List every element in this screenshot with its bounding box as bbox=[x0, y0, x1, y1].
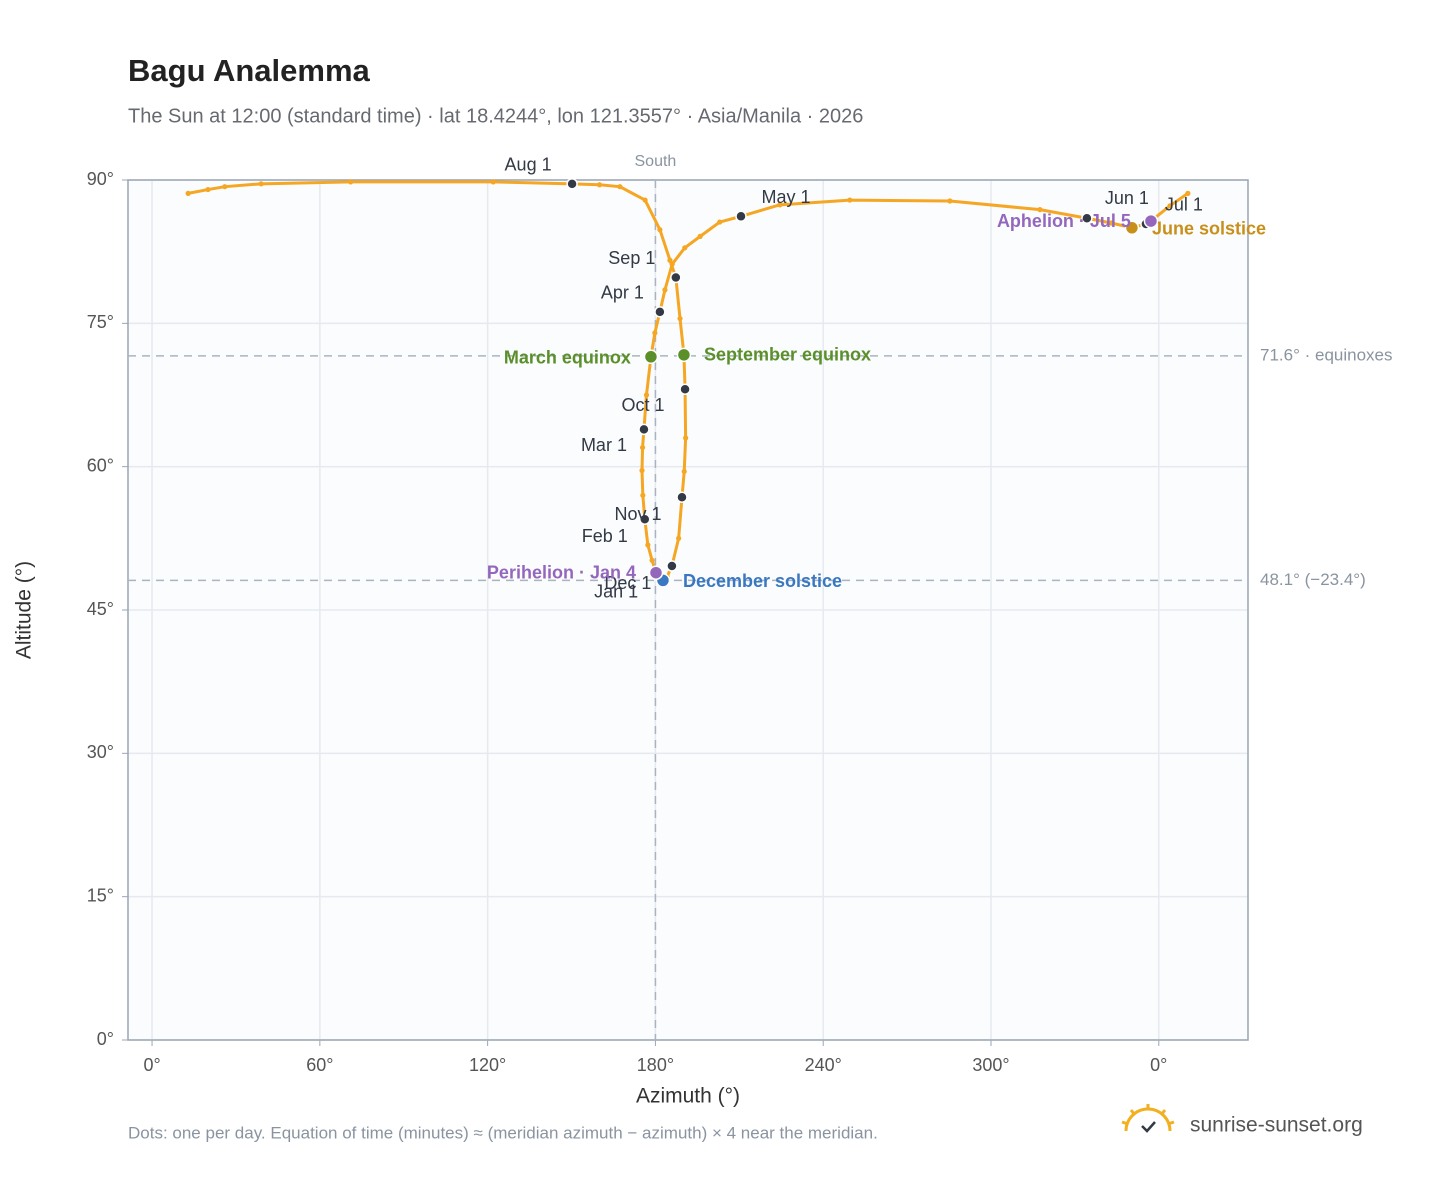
month-label: Feb 1 bbox=[582, 526, 628, 546]
month-dot bbox=[676, 491, 688, 503]
daily-dot bbox=[667, 257, 673, 263]
brand: sunrise-sunset.org bbox=[1190, 1114, 1363, 1137]
month-label: Aug 1 bbox=[505, 155, 552, 175]
daily-dot bbox=[669, 261, 675, 267]
event-dot bbox=[1143, 213, 1159, 229]
month-dot bbox=[639, 513, 651, 525]
daily-dot bbox=[662, 287, 668, 293]
month-label: May 1 bbox=[761, 187, 810, 207]
month-label: Jul 1 bbox=[1165, 195, 1203, 215]
x-tick-label: 180° bbox=[637, 1055, 674, 1075]
daily-dot bbox=[677, 315, 683, 322]
month-label: Dec 1 bbox=[604, 573, 651, 593]
daily-dot bbox=[642, 197, 648, 203]
event-label: Perihelion · Jan 4 bbox=[487, 562, 636, 582]
daily-dot bbox=[1108, 220, 1114, 226]
event-label: Aphelion · Jul 5 bbox=[997, 211, 1131, 231]
daily-dot bbox=[681, 468, 687, 475]
daily-dot bbox=[683, 435, 689, 441]
daily-dot bbox=[185, 190, 191, 196]
daily-dot bbox=[643, 392, 650, 398]
daily-dot bbox=[847, 197, 853, 203]
analemma-path bbox=[187, 180, 688, 582]
brand-logo bbox=[1121, 1104, 1175, 1133]
daily-dot bbox=[490, 179, 496, 185]
reference-label: South bbox=[635, 153, 677, 170]
x-tick-label: 60° bbox=[306, 1055, 333, 1075]
x-axis-label: Azimuth (°) bbox=[636, 1085, 740, 1108]
event-dot bbox=[648, 565, 664, 580]
x-tick-label: 0° bbox=[1150, 1055, 1167, 1075]
daily-dot bbox=[205, 186, 211, 193]
event-label: December solstice bbox=[683, 571, 842, 591]
y-axis-label: Altitude (°) bbox=[13, 561, 36, 659]
event-dot bbox=[676, 347, 692, 363]
daily-dot bbox=[258, 181, 264, 187]
month-label: Jan 1 bbox=[594, 581, 638, 601]
daily-dot bbox=[640, 492, 646, 498]
month-dot bbox=[566, 178, 578, 190]
daily-dot bbox=[777, 202, 783, 208]
y-tick-label: 75° bbox=[87, 312, 114, 332]
month-label: Mar 1 bbox=[581, 435, 627, 455]
analemma-path bbox=[640, 192, 1189, 577]
month-label: Sep 1 bbox=[608, 248, 655, 268]
chart-subtitle: The Sun at 12:00 (standard time) · lat 1… bbox=[128, 105, 863, 127]
daily-dot bbox=[717, 219, 723, 225]
daily-dot bbox=[348, 179, 354, 185]
daily-dot bbox=[697, 233, 703, 239]
daily-dot bbox=[645, 542, 651, 548]
reference-label: 71.6° · equinoxes bbox=[1260, 345, 1393, 364]
y-tick-label: 15° bbox=[87, 885, 114, 905]
daily-dot bbox=[652, 330, 658, 336]
daily-dot bbox=[682, 245, 688, 251]
chart-title: Bagu Analemma bbox=[128, 53, 371, 88]
daily-dot bbox=[676, 535, 682, 541]
month-dot bbox=[666, 560, 678, 572]
y-tick-label: 30° bbox=[87, 742, 114, 762]
month-dot bbox=[654, 306, 666, 318]
x-tick-label: 240° bbox=[805, 1055, 842, 1075]
y-tick-label: 60° bbox=[87, 455, 114, 475]
daily-dot bbox=[639, 444, 646, 451]
month-label: Jun 1 bbox=[1105, 188, 1149, 208]
daily-dot bbox=[222, 184, 228, 190]
daily-dot bbox=[657, 227, 663, 233]
x-tick-label: 120° bbox=[469, 1055, 506, 1075]
daily-dot bbox=[649, 557, 655, 563]
event-dot bbox=[643, 349, 659, 365]
plot-border bbox=[127, 179, 1249, 1041]
event-label: September equinox bbox=[704, 345, 871, 365]
month-dot bbox=[1081, 212, 1093, 224]
month-dot bbox=[670, 271, 682, 284]
event-label: March equinox bbox=[504, 348, 631, 368]
month-label: Nov 1 bbox=[614, 504, 661, 524]
month-label: Apr 1 bbox=[601, 283, 644, 303]
y-tick-label: 45° bbox=[87, 599, 114, 619]
daily-dot bbox=[596, 182, 603, 188]
footnote: Dots: one per day. Equation of time (min… bbox=[128, 1123, 878, 1142]
daily-dot bbox=[1167, 203, 1173, 209]
daily-dot bbox=[1185, 190, 1191, 196]
y-tick-label: 90° bbox=[87, 169, 114, 189]
month-dot bbox=[679, 383, 691, 396]
month-label: Oct 1 bbox=[622, 395, 665, 415]
event-label: June solstice bbox=[1152, 219, 1266, 239]
y-tick-label: 0° bbox=[97, 1029, 114, 1049]
daily-dot bbox=[639, 467, 645, 474]
month-dot bbox=[638, 423, 650, 436]
daily-dot bbox=[617, 184, 623, 190]
daily-dot bbox=[947, 198, 953, 204]
daily-dot bbox=[1037, 207, 1043, 213]
event-dot bbox=[1124, 220, 1140, 236]
month-dot bbox=[735, 210, 747, 223]
x-tick-label: 0° bbox=[143, 1055, 160, 1075]
reference-label: 48.1° (−23.4°) bbox=[1260, 570, 1366, 589]
x-tick-label: 300° bbox=[972, 1055, 1009, 1075]
